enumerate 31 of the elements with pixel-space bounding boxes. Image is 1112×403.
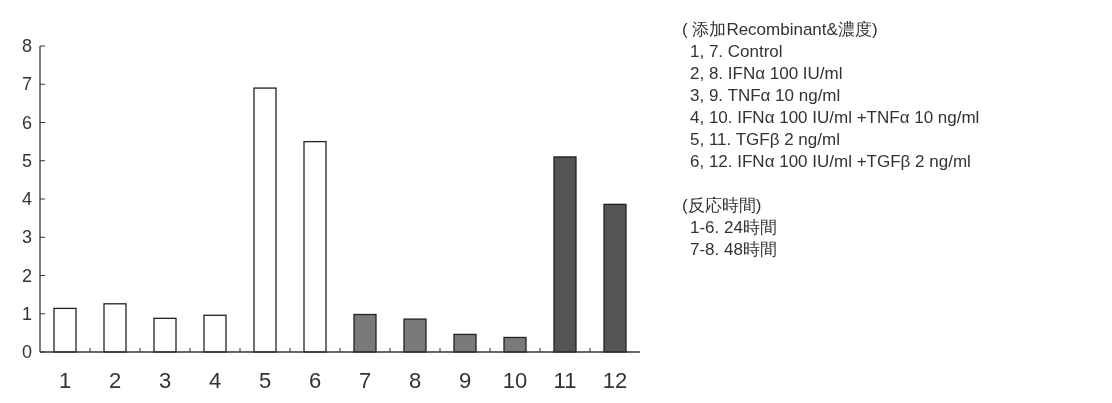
text: 2, 8. IFNα 100 IU/ml: [690, 64, 843, 83]
text: 6, 12. IFNα 100 IU/ml +TGFβ 2 ng/ml: [690, 152, 971, 171]
x-tick-label: 5: [258, 368, 272, 393]
text: ( 添加Recombinant&濃度): [682, 20, 878, 39]
x-tick-label: 1: [58, 368, 72, 393]
x-tick-label: 4: [208, 368, 222, 393]
x-tick-label: 3: [158, 368, 172, 393]
text: 1, 7. Control: [690, 42, 783, 61]
x-tick-label: 12: [602, 368, 628, 393]
y-tick-label: 0: [21, 342, 32, 362]
y-tick-label: 1: [21, 303, 32, 324]
y-tick-label: 6: [21, 112, 32, 133]
x-tick-label: 11: [553, 368, 577, 393]
x-tick-label: 8: [408, 368, 422, 393]
text: (反応時間): [682, 196, 762, 215]
text: 3, 9. TNFα 10 ng/ml: [690, 86, 841, 105]
y-tick-label: 7: [21, 74, 32, 95]
x-tick-label: 6: [308, 368, 322, 393]
text: 7-8. 48時間: [690, 240, 777, 259]
y-tick-label: 4: [21, 189, 32, 209]
x-tick-label: 2: [108, 368, 122, 393]
text: 4, 10. IFNα 100 IU/ml +TNFα 10 ng/ml: [690, 108, 980, 127]
x-tick-label: 10: [502, 368, 528, 393]
y-tick-label: 8: [21, 36, 32, 56]
text: 1-6. 24時間: [690, 218, 777, 237]
text: 5, 11. TGFβ 2 ng/ml: [690, 130, 840, 149]
x-tick-label: 7: [358, 368, 372, 393]
y-tick-label: 3: [21, 227, 32, 248]
y-tick-label: 2: [21, 265, 32, 286]
y-tick-label: 5: [21, 150, 32, 171]
x-tick-label: 9: [458, 368, 472, 393]
